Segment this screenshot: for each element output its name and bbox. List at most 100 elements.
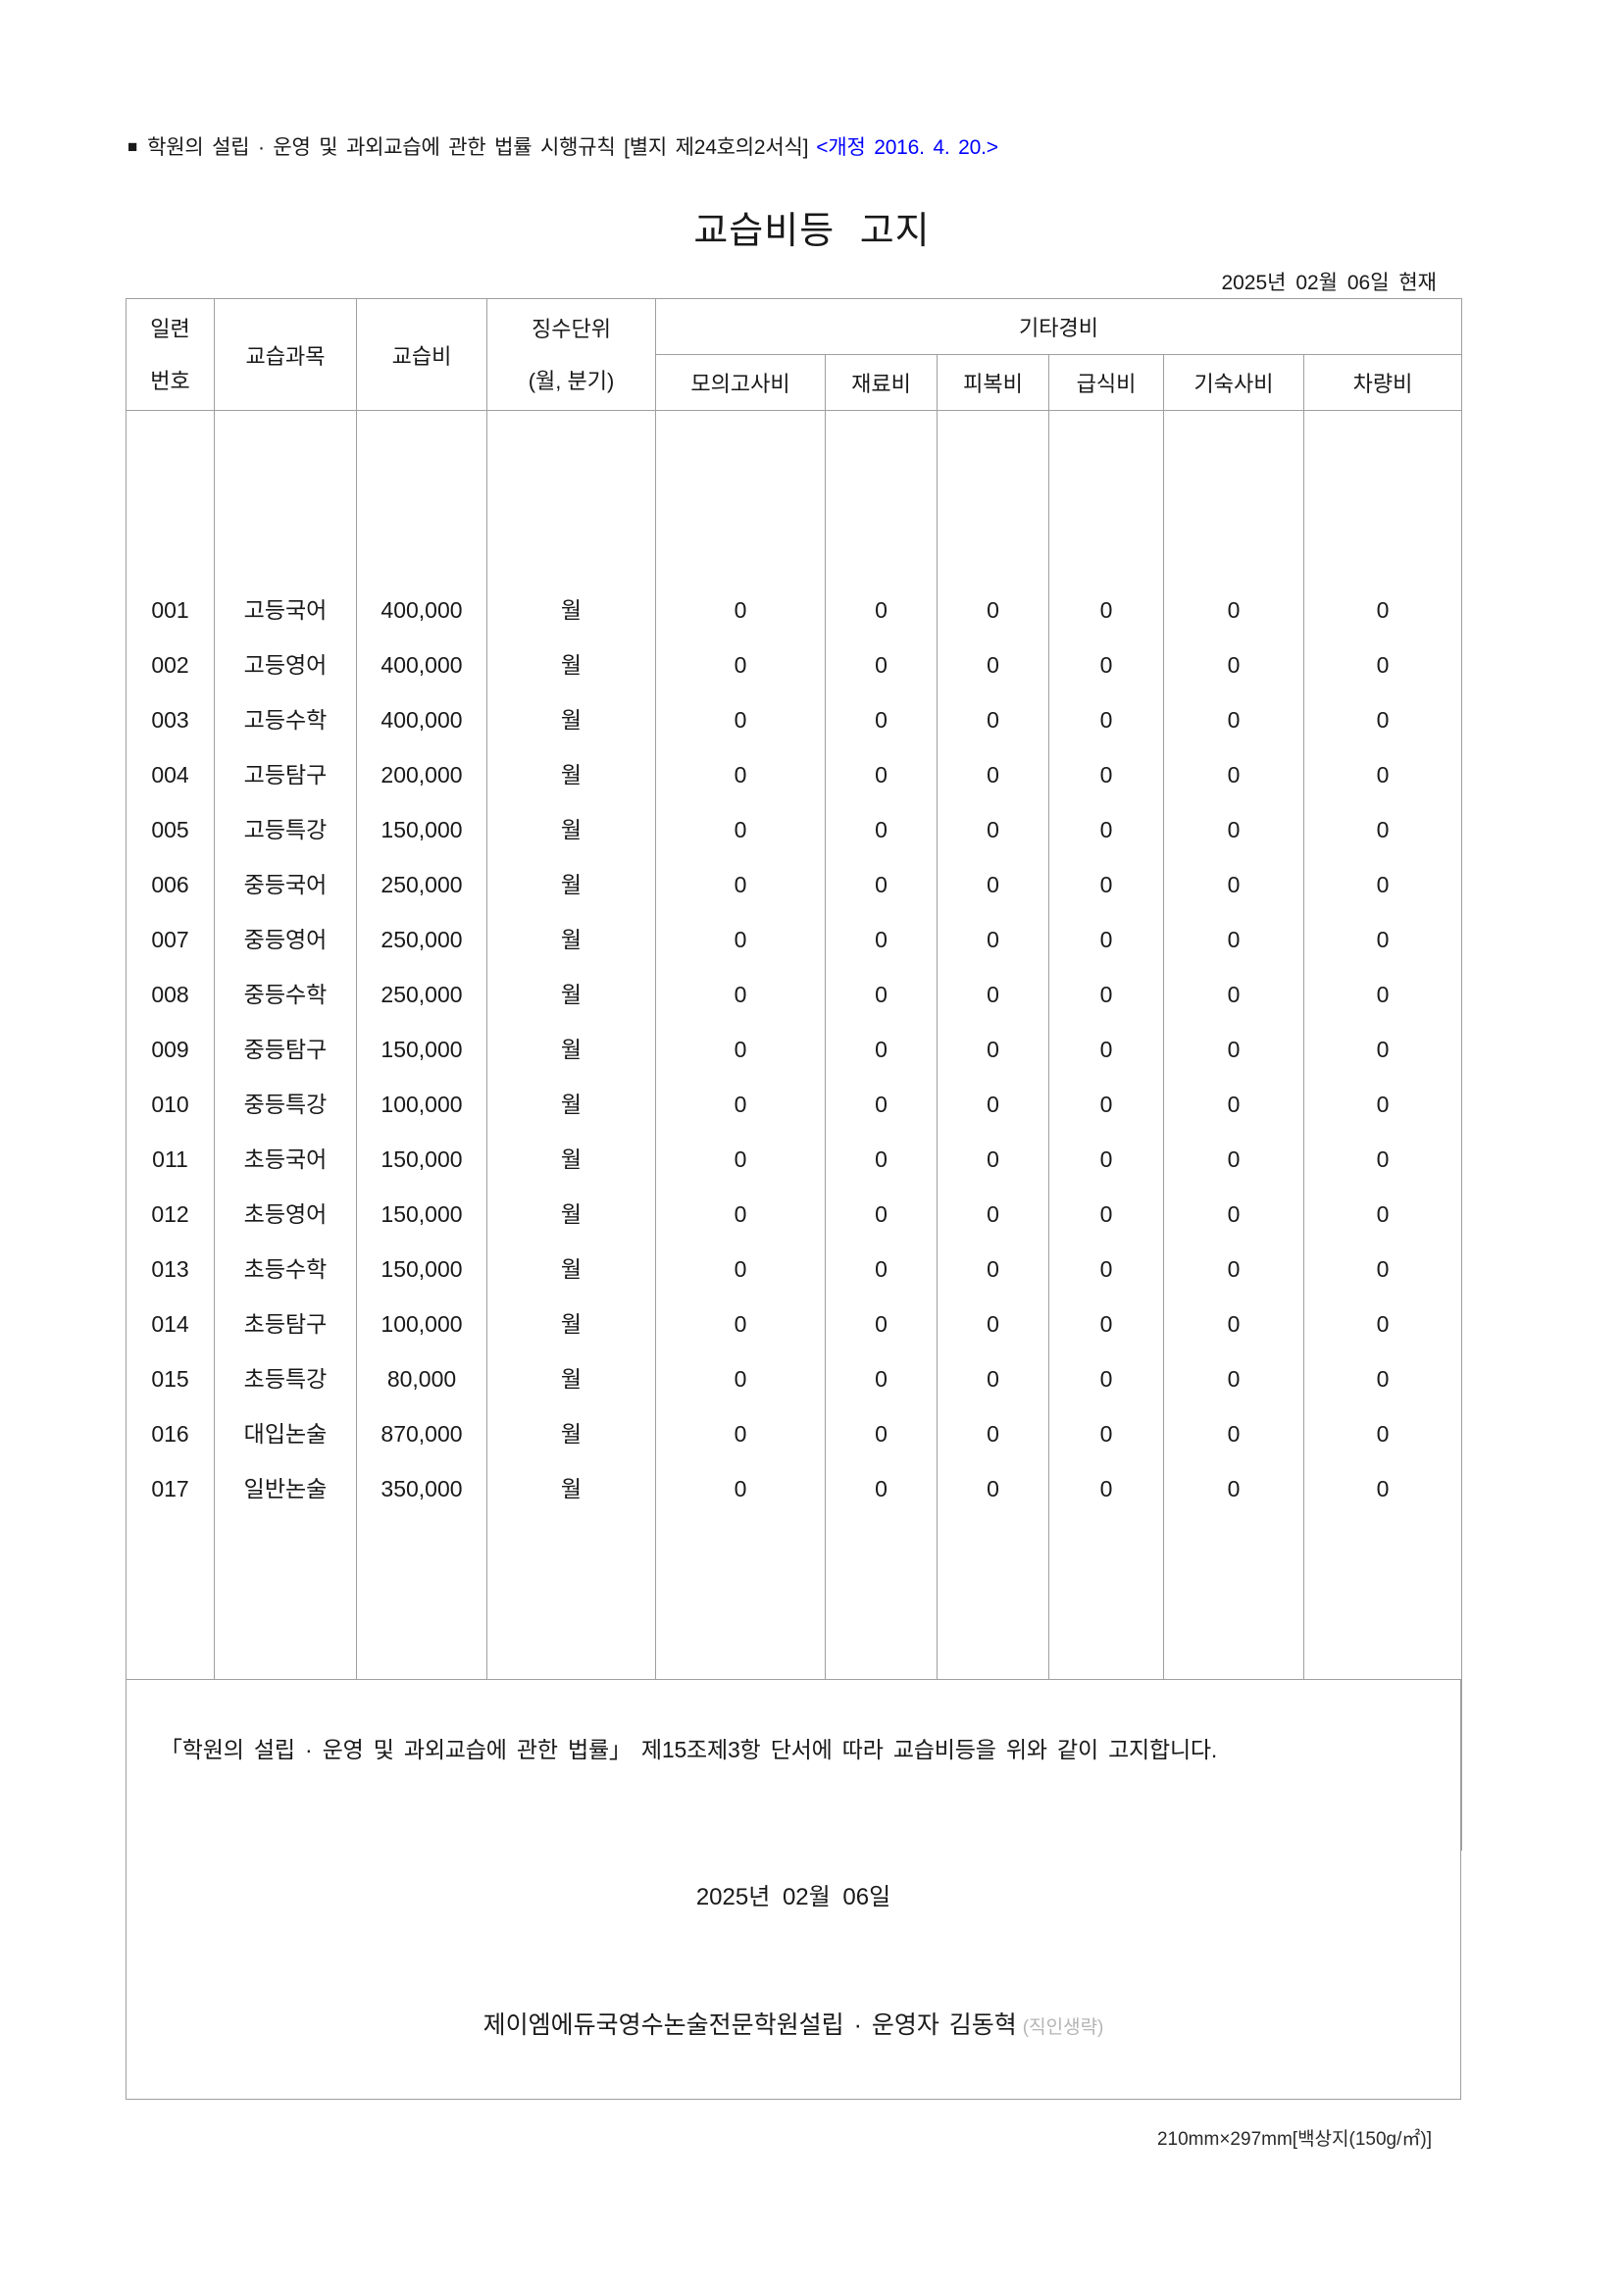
table-cell: 0 xyxy=(734,817,747,842)
table-cell: 월 xyxy=(560,1311,583,1337)
table-cell: 0 xyxy=(875,1311,888,1337)
header-serial-line1: 일련 xyxy=(150,316,190,341)
table-cell: 400,000 xyxy=(381,707,463,733)
header-mock-exam-fee: 모의고사비 xyxy=(655,354,826,411)
table-cell: 005 xyxy=(151,817,189,842)
header-unit-line2: (월, 분기) xyxy=(528,368,615,393)
table-cell: 월 xyxy=(560,1366,583,1392)
table-cell: 고등탐구 xyxy=(243,762,328,788)
table-cell: 004 xyxy=(151,762,189,788)
table-cell: 0 xyxy=(1376,1256,1390,1282)
table-cell: 월 xyxy=(560,982,583,1007)
table-cell: 중등탐구 xyxy=(243,1037,328,1062)
table-cell: 0 xyxy=(1099,1092,1113,1117)
table-cell: 0 xyxy=(1099,1311,1113,1337)
table-cell: 80,000 xyxy=(386,1366,457,1392)
table-cell: 0 xyxy=(1376,597,1390,623)
table-cell: 중등수학 xyxy=(243,982,328,1007)
table-cell: 010 xyxy=(151,1092,189,1117)
header-boarding-fee: 기숙사비 xyxy=(1163,354,1304,411)
table-cell: 0 xyxy=(1376,927,1390,952)
table-cell: 0 xyxy=(734,1146,747,1172)
table-cell: 008 xyxy=(151,982,189,1007)
header-other-expenses: 기타경비 xyxy=(654,298,1463,355)
table-cell: 0 xyxy=(1227,1421,1241,1447)
table-cell: 0 xyxy=(1227,707,1241,733)
signer-line: 제이엠에듀국영수논술전문학원설립 · 운영자 김동혁 (직인생략) xyxy=(127,2006,1460,2041)
table-cell: 870,000 xyxy=(381,1421,463,1447)
table-cell: 0 xyxy=(987,652,999,678)
table-cell: 0 xyxy=(875,1146,888,1172)
issue-date: 2025년 02월 06일 xyxy=(695,1884,891,1910)
table-cell: 0 xyxy=(987,1256,999,1282)
seal-omitted-note: (직인생략) xyxy=(1022,2017,1104,2038)
table-cell: 0 xyxy=(1227,762,1241,788)
table-cell: 0 xyxy=(987,707,999,733)
table-cell: 0 xyxy=(734,1311,747,1337)
table-cell: 150,000 xyxy=(381,1256,463,1282)
table-cell: 월 xyxy=(560,872,583,897)
table-cell: 012 xyxy=(151,1201,189,1227)
table-cell: 0 xyxy=(734,762,747,788)
table-cell: 0 xyxy=(1376,1201,1390,1227)
notice-box: 「학원의 설립 · 운영 및 과외교습에 관한 법률」 제15조제3항 단서에 … xyxy=(126,1679,1461,2100)
table-cell: 0 xyxy=(1099,1366,1113,1392)
header-meal-fee: 급식비 xyxy=(1048,354,1164,411)
table-cell: 월 xyxy=(560,652,583,678)
table-cell: 0 xyxy=(1376,1476,1390,1501)
table-cell: 0 xyxy=(1376,652,1390,678)
table-cell: 0 xyxy=(1376,982,1390,1007)
table-cell: 월 xyxy=(560,1201,583,1227)
table-cell: 초등수학 xyxy=(243,1256,328,1282)
table-cell: 0 xyxy=(1376,1146,1390,1172)
form-reference-note: ■ 학원의 설립 · 운영 및 과외교습에 관한 법률 시행규칙 [별지 제24호… xyxy=(127,131,998,161)
header-serial-line2: 번호 xyxy=(150,368,190,393)
table-cell: 0 xyxy=(1376,1092,1390,1117)
table-cell: 월 xyxy=(560,762,583,788)
table-cell: 014 xyxy=(151,1311,189,1337)
table-cell: 월 xyxy=(560,707,583,733)
table-cell: 월 xyxy=(560,1146,583,1172)
table-cell: 0 xyxy=(875,597,888,623)
table-cell: 0 xyxy=(875,1092,888,1117)
table-cell: 0 xyxy=(1227,652,1241,678)
table-cell: 013 xyxy=(151,1256,189,1282)
table-cell: 일반논술 xyxy=(243,1476,328,1501)
table-cell: 0 xyxy=(987,597,999,623)
column-boarding-fee: 0 0 0 0 0 0 0 0 0 0 0 0 0 0 0 0 0 xyxy=(1163,410,1304,1851)
header-collection-unit: 징수단위 (월, 분기) xyxy=(486,298,656,411)
table-cell: 011 xyxy=(152,1146,188,1172)
signer-name: 제이엠에듀국영수논술전문학원설립 · 운영자 김동혁 xyxy=(482,2011,1017,2039)
table-cell: 0 xyxy=(1227,1476,1241,1501)
table-cell: 0 xyxy=(734,1256,747,1282)
table-cell: 017 xyxy=(151,1476,189,1501)
legal-notice-text: 「학원의 설립 · 운영 및 과외교습에 관한 법률」 제15조제3항 단서에 … xyxy=(160,1737,1218,1762)
table-cell: 0 xyxy=(734,1421,747,1447)
table-cell: 0 xyxy=(1376,1037,1390,1062)
table-cell: 0 xyxy=(734,597,747,623)
table-cell: 초등국어 xyxy=(243,1146,328,1172)
table-cell: 0 xyxy=(875,1476,888,1501)
column-transport-fee: 0 0 0 0 0 0 0 0 0 0 0 0 0 0 0 0 0 xyxy=(1302,410,1463,1851)
table-cell: 0 xyxy=(1099,982,1113,1007)
table-cell: 0 xyxy=(987,927,999,952)
table-cell: 200,000 xyxy=(381,762,463,788)
header-subject: 교습과목 xyxy=(214,298,357,411)
table-cell: 월 xyxy=(560,1037,583,1062)
table-cell: 대입논술 xyxy=(243,1421,328,1447)
column-meal-fee: 0 0 0 0 0 0 0 0 0 0 0 0 0 0 0 0 0 xyxy=(1048,410,1164,1851)
table-cell: 0 xyxy=(1227,1146,1241,1172)
table-cell: 0 xyxy=(875,652,888,678)
table-cell: 0 xyxy=(734,1092,747,1117)
table-cell: 0 xyxy=(1376,872,1390,897)
table-cell: 0 xyxy=(1099,927,1113,952)
table-cell: 0 xyxy=(734,1366,747,1392)
table-cell: 중등국어 xyxy=(243,872,328,897)
table-cell: 0 xyxy=(734,1201,747,1227)
table-cell: 0 xyxy=(987,1476,999,1501)
table-cell: 0 xyxy=(987,1037,999,1062)
table-cell: 월 xyxy=(560,597,583,623)
table-cell: 250,000 xyxy=(381,872,463,897)
table-cell: 0 xyxy=(1376,762,1390,788)
column-fee: 400,000 400,000 400,000 200,000 150,000 250,0… xyxy=(356,410,487,1851)
